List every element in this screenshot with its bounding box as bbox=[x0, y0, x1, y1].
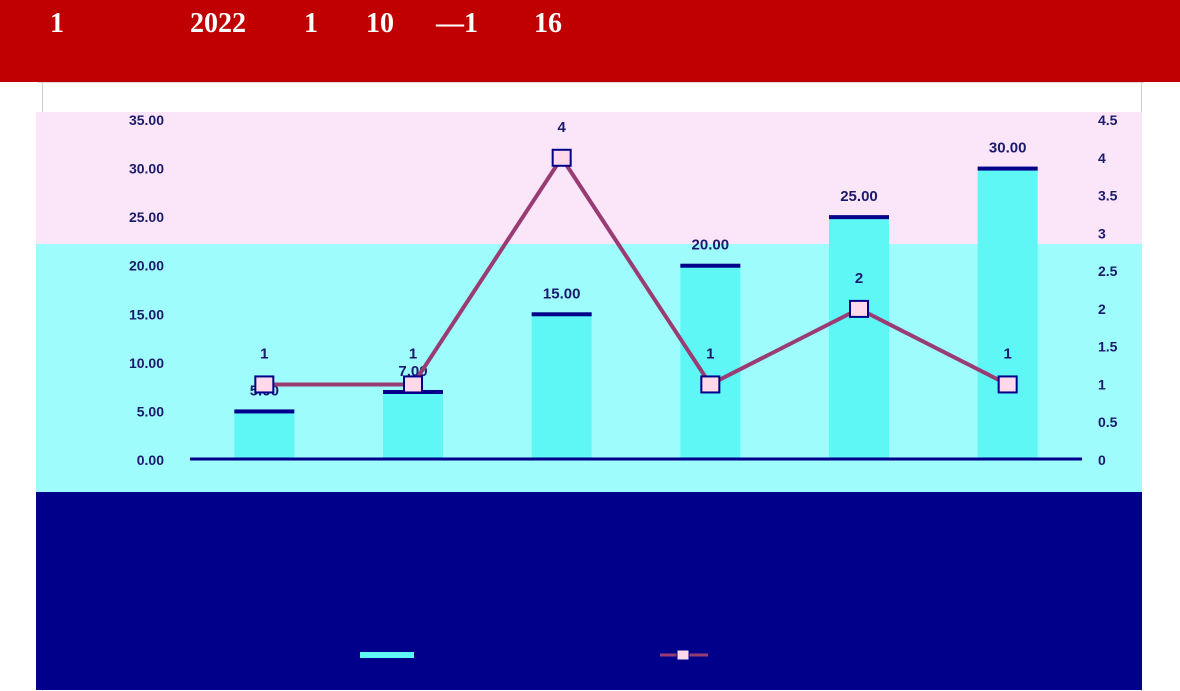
report-header: 1 2022 1 10 —1 16 bbox=[0, 0, 1180, 82]
bar-data-label: 25.00 bbox=[840, 188, 878, 205]
left-axis-tick-label: 10.00 bbox=[129, 355, 164, 371]
line-data-label: 1 bbox=[706, 345, 714, 362]
bar-cap bbox=[977, 166, 1038, 171]
bar bbox=[234, 411, 295, 459]
bar bbox=[680, 265, 741, 459]
right-axis-tick-label: 4 bbox=[1098, 150, 1106, 166]
left-axis-tick-label: 30.00 bbox=[129, 161, 164, 177]
bar-cap bbox=[531, 312, 592, 317]
line-data-label: 2 bbox=[855, 270, 863, 287]
header-year: 2022 bbox=[190, 8, 246, 39]
header-end-day: 16 bbox=[534, 8, 562, 39]
combo-chart: 0.00 5.00 10.00 15.00 20.00 25.00 30.00 35.00 0 0… bbox=[36, 112, 1142, 690]
right-axis-tick-label: 1.5 bbox=[1098, 339, 1118, 355]
legend-swatch-bars bbox=[360, 652, 414, 658]
background-band-navy bbox=[36, 492, 1142, 690]
right-axis-tick-label: 3 bbox=[1098, 225, 1106, 241]
line-marker bbox=[254, 375, 275, 394]
line-marker bbox=[403, 375, 423, 394]
bar-cap bbox=[829, 215, 889, 220]
header-start-day: 10 bbox=[366, 8, 394, 39]
left-axis-tick-label: 5.00 bbox=[137, 403, 164, 419]
bar-data-label: 15.00 bbox=[543, 285, 581, 302]
bar-cap bbox=[234, 409, 295, 414]
line-marker bbox=[997, 375, 1018, 394]
bar-data-label: 30.00 bbox=[989, 140, 1027, 157]
line-data-label: 4 bbox=[557, 119, 566, 136]
right-axis-tick-label: 3.5 bbox=[1098, 188, 1118, 204]
left-axis-tick-label: 20.00 bbox=[129, 258, 164, 274]
background-band-top bbox=[36, 112, 1142, 172]
right-axis-tick-label: 4.5 bbox=[1098, 112, 1118, 128]
header-divider bbox=[38, 82, 1144, 83]
line-data-label: 1 bbox=[260, 345, 268, 362]
left-axis-tick-label: 0.00 bbox=[137, 452, 164, 468]
header-range-end-month: —1 bbox=[436, 8, 478, 39]
line-marker bbox=[700, 375, 721, 394]
line-marker bbox=[849, 299, 869, 318]
right-axis-tick-label: 0.5 bbox=[1098, 414, 1118, 430]
line-data-label: 1 bbox=[1003, 345, 1011, 362]
legend-swatch-marker bbox=[676, 649, 690, 661]
bar-cap bbox=[680, 263, 741, 268]
line-data-label: 1 bbox=[409, 345, 417, 362]
bar bbox=[977, 168, 1038, 460]
left-axis-tick-label: 15.00 bbox=[129, 306, 164, 322]
right-axis-tick-label: 2.5 bbox=[1098, 263, 1118, 279]
left-axis-tick-label: 35.00 bbox=[129, 112, 164, 128]
right-axis-tick-label: 2 bbox=[1098, 301, 1106, 317]
right-axis-tick-label: 1 bbox=[1098, 376, 1106, 392]
background-band-pink bbox=[36, 172, 1142, 244]
line-marker bbox=[551, 148, 572, 167]
left-axis-tick-label: 25.00 bbox=[129, 209, 164, 225]
bar-data-label: 20.00 bbox=[692, 237, 730, 254]
right-axis-tick-label: 0 bbox=[1098, 452, 1106, 468]
bar bbox=[531, 314, 592, 459]
header-number: 1 bbox=[50, 8, 64, 39]
bar bbox=[829, 217, 889, 459]
bar bbox=[383, 392, 443, 459]
line-series-path bbox=[264, 155, 1009, 387]
header-start-month: 1 bbox=[304, 8, 318, 39]
